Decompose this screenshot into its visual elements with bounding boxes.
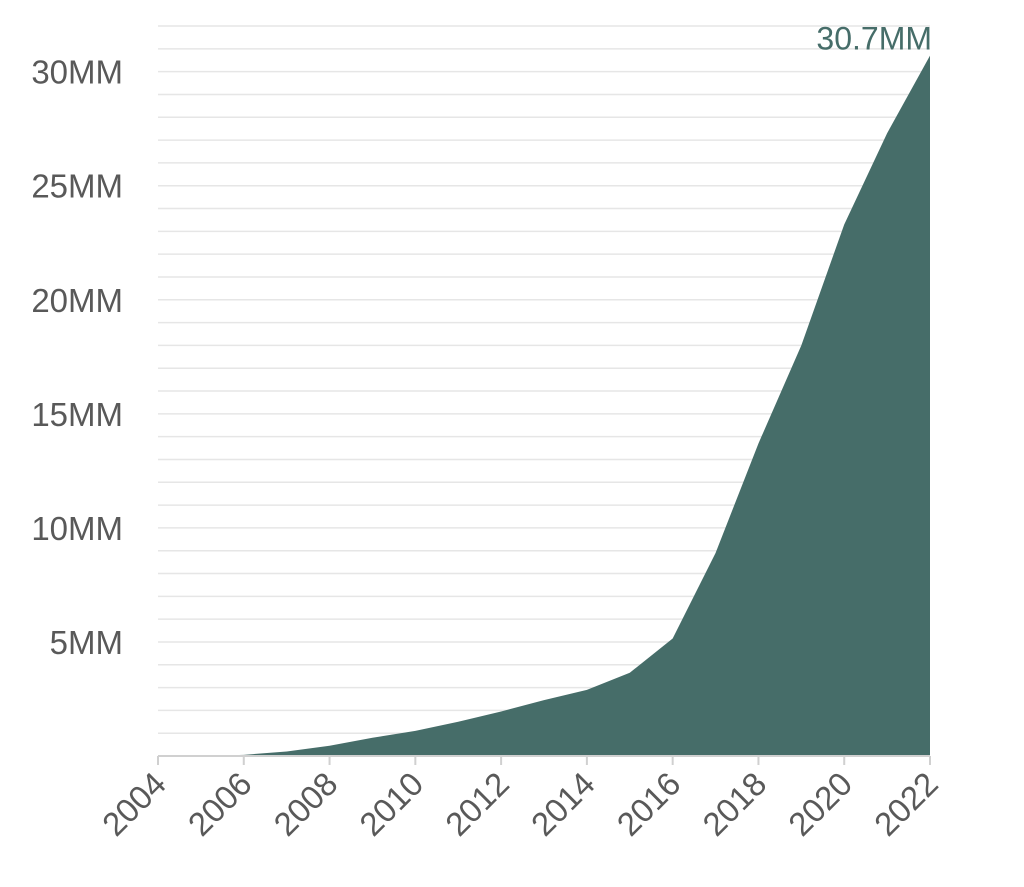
x-axis: [157, 755, 931, 765]
x-tick-label: 2016: [610, 765, 688, 843]
x-tick-label: 2020: [781, 765, 859, 843]
data-labels: 30.7MM: [816, 21, 932, 57]
x-tick-label: 2014: [524, 765, 602, 843]
y-tick-label: 5MM: [50, 624, 123, 661]
y-tick-label: 10MM: [31, 510, 123, 547]
x-tick-label: 2012: [438, 765, 516, 843]
x-tick-label: 2008: [266, 765, 344, 843]
x-tick-label: 2006: [181, 765, 259, 843]
area-series: [158, 55, 930, 756]
x-tick-label: 2022: [867, 765, 945, 843]
y-tick-label: 25MM: [31, 168, 123, 205]
x-tick-label: 2004: [95, 765, 173, 843]
area-fill: [158, 55, 930, 756]
y-tick-label: 20MM: [31, 282, 123, 319]
x-axis-ticks: 2004 2006 2008 2010 2012 2014 2016 2018 2020 2022: [95, 765, 945, 843]
y-tick-label: 15MM: [31, 396, 123, 433]
x-tick-label: 2018: [695, 765, 773, 843]
data-label: 30.7MM: [816, 21, 932, 57]
y-axis-ticks: 5MM 10MM 15MM 20MM 25MM 30MM: [31, 54, 123, 661]
x-tick-label: 2010: [352, 765, 430, 843]
y-tick-label: 30MM: [31, 54, 123, 91]
